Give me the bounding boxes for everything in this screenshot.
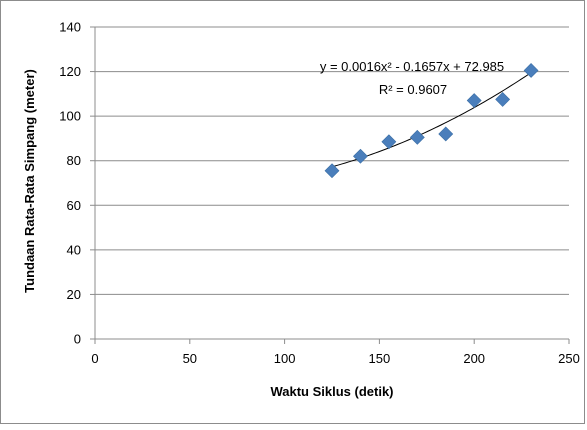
r-squared-label: R² = 0.9607 [379,82,447,97]
data-point [409,129,425,145]
data-point [438,126,454,142]
x-tick-label: 100 [274,351,296,366]
y-tick-label: 120 [59,64,81,79]
data-points [324,63,539,179]
y-tick-label: 60 [67,198,81,213]
x-tick-label: 250 [558,351,580,366]
y-tick-label: 0 [74,332,81,347]
y-axis-title: Tundaan Rata-Rata Simpang (meter) [22,69,37,293]
data-point [353,148,368,164]
x-tick-label: 0 [91,351,98,366]
data-point [523,63,539,78]
y-tick-label: 40 [67,242,81,257]
y-tick-label: 140 [59,20,81,35]
data-point [381,134,397,150]
x-tick-label: 200 [463,351,485,366]
y-tick-label: 20 [67,287,81,302]
x-axis-title: Waktu Siklus (detik) [270,384,393,399]
x-tick-label: 150 [369,351,391,366]
y-tick-label: 80 [67,153,81,168]
y-tick-label: 100 [59,109,81,124]
data-point [495,92,511,107]
x-tick-label: 50 [183,351,197,366]
gridlines [95,26,569,295]
axes [90,26,570,344]
data-point [466,93,482,108]
equation-label: y = 0.0016x² - 0.1657x + 72.985 [320,59,504,74]
data-point [324,163,340,179]
tick-labels: 0 20 40 60 80 100 120 140 0 50 100 150 200 250 [59,20,580,367]
